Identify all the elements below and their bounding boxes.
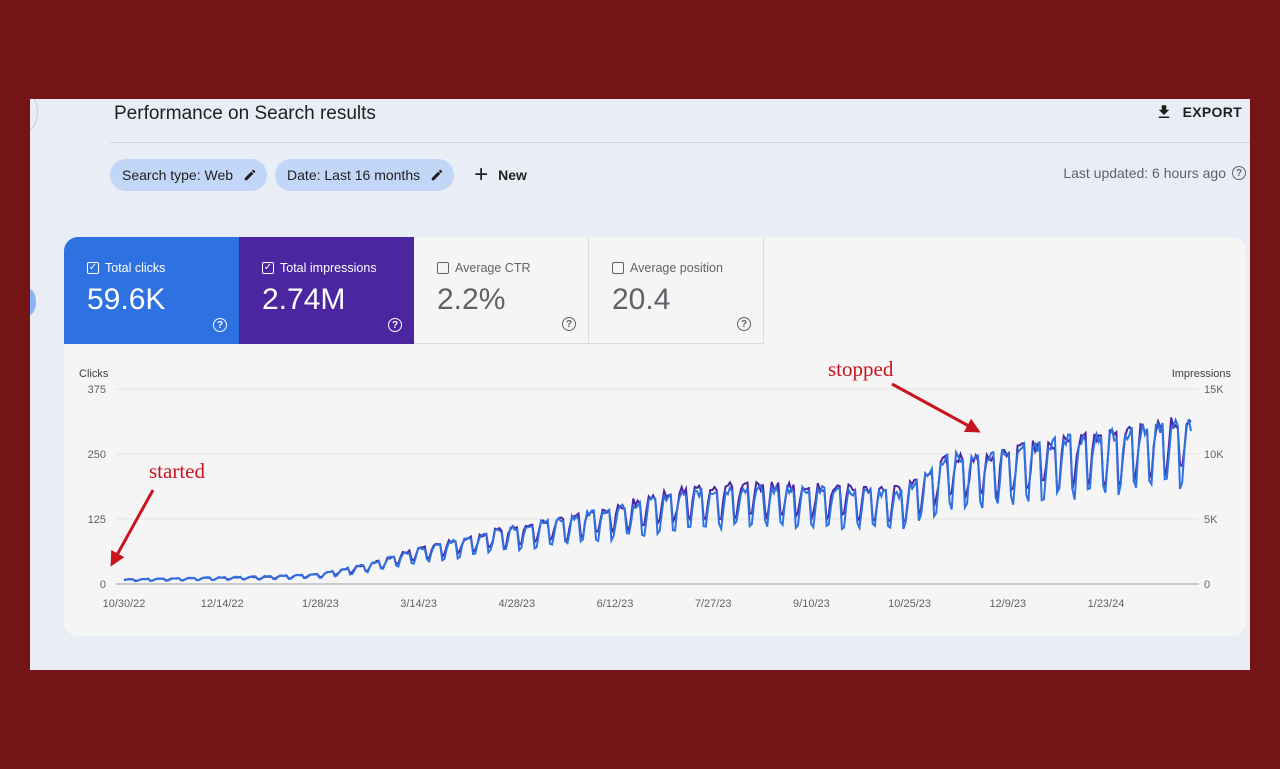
annotation-stopped: stopped — [828, 357, 894, 381]
right-tick-label: 5K — [1204, 514, 1218, 526]
stopped-arrow — [891, 382, 981, 433]
right-axis-title: Impressions — [1172, 368, 1232, 380]
last-updated-text: Last updated: 6 hours ago — [1063, 165, 1226, 181]
search-console-panel: Performance on Search results EXPORT Sea… — [30, 99, 1250, 670]
partial-icon-button[interactable] — [30, 99, 38, 131]
metric-value: 2.74M — [262, 283, 346, 316]
metric-value: 59.6K — [87, 283, 166, 316]
left-tick-label: 125 — [88, 514, 106, 526]
clicks-line — [123, 417, 1192, 583]
export-label: EXPORT — [1182, 104, 1242, 120]
help-icon[interactable]: ? — [737, 317, 751, 331]
chip-label: Date: Last 16 months — [287, 167, 421, 183]
x-tick-label: 3/14/23 — [400, 598, 437, 610]
metric-tabs: ✓ Total clicks 59.6K ? ✓ Total impressions… — [64, 237, 764, 344]
metric-value: 20.4 — [612, 283, 671, 316]
last-updated: Last updated: 6 hours ago ? — [1063, 165, 1246, 181]
y-axis-ticks: 0 0 125 5K 250 10K 375 15K — [88, 384, 1225, 591]
x-tick-label: 6/12/23 — [597, 598, 634, 610]
performance-chart[interactable]: Clicks Impressions 0 0 125 5K 250 10K 375 15K 1… — [64, 362, 1246, 636]
x-tick-label: 10/30/22 — [103, 598, 146, 610]
metric-total-impressions[interactable]: ✓ Total impressions 2.74M ? — [239, 237, 414, 344]
x-tick-label: 1/23/24 — [1088, 598, 1125, 610]
x-tick-label: 12/9/23 — [989, 598, 1026, 610]
export-button[interactable]: EXPORT — [1155, 103, 1242, 121]
checkbox-checked-icon[interactable]: ✓ — [87, 262, 99, 274]
started-arrow — [110, 489, 155, 567]
metric-label: Total impressions — [280, 261, 377, 275]
help-icon[interactable]: ? — [1232, 166, 1246, 180]
impressions-line — [123, 417, 1192, 582]
download-icon — [1158, 105, 1169, 118]
pencil-icon — [431, 169, 443, 181]
checkbox-unchecked-icon[interactable] — [612, 262, 624, 274]
right-tick-label: 0 — [1204, 579, 1210, 591]
chip-date[interactable]: Date: Last 16 months — [275, 159, 455, 191]
checkbox-unchecked-icon[interactable] — [437, 262, 449, 274]
chart-grid — [116, 388, 1199, 585]
left-tick-label: 375 — [88, 384, 106, 396]
chip-label: Search type: Web — [122, 167, 234, 183]
metric-value: 2.2% — [437, 283, 506, 316]
chart-series — [123, 417, 1192, 583]
x-tick-label: 12/14/22 — [201, 598, 244, 610]
left-axis-title: Clicks — [79, 368, 109, 380]
metric-average-ctr[interactable]: Average CTR 2.2% ? — [414, 237, 589, 344]
metric-label: Average CTR — [455, 261, 531, 275]
help-icon[interactable]: ? — [562, 317, 576, 331]
pencil-icon — [244, 169, 256, 181]
annotation-arrows — [110, 382, 981, 567]
plus-icon: + — [474, 161, 489, 188]
help-icon[interactable]: ? — [388, 318, 402, 332]
metric-total-clicks[interactable]: ✓ Total clicks 59.6K ? — [64, 237, 239, 344]
chip-search-type[interactable]: Search type: Web — [110, 159, 268, 191]
right-tick-label: 10K — [1204, 449, 1224, 461]
metric-label: Total clicks — [105, 261, 166, 275]
annotation-started: started — [149, 459, 205, 483]
left-tick-label: 0 — [100, 579, 106, 591]
filter-bar: Search type: Web Date: Last 16 months + … — [110, 159, 527, 191]
header-divider — [110, 142, 1250, 143]
metric-average-position[interactable]: Average position 20.4 ? — [589, 237, 764, 344]
checkbox-checked-icon[interactable]: ✓ — [262, 262, 274, 274]
x-tick-label: 7/27/23 — [695, 598, 732, 610]
x-axis-ticks: 10/30/22 12/14/22 1/28/23 3/14/23 4/28/23 6/1… — [103, 598, 1125, 610]
left-tick-label: 250 — [88, 449, 106, 461]
x-tick-label: 10/25/23 — [888, 598, 931, 610]
x-tick-label: 1/28/23 — [302, 598, 339, 610]
new-label: New — [498, 167, 527, 183]
sidebar-indicator — [30, 289, 36, 315]
new-filter-button[interactable]: + New — [474, 163, 527, 187]
page-title: Performance on Search results — [114, 103, 376, 124]
x-tick-label: 4/28/23 — [498, 598, 535, 610]
x-tick-label: 9/10/23 — [793, 598, 830, 610]
help-icon[interactable]: ? — [213, 318, 227, 332]
performance-card: ✓ Total clicks 59.6K ? ✓ Total impressions… — [64, 237, 1246, 636]
metric-label: Average position — [630, 261, 723, 275]
right-tick-label: 15K — [1204, 384, 1224, 396]
